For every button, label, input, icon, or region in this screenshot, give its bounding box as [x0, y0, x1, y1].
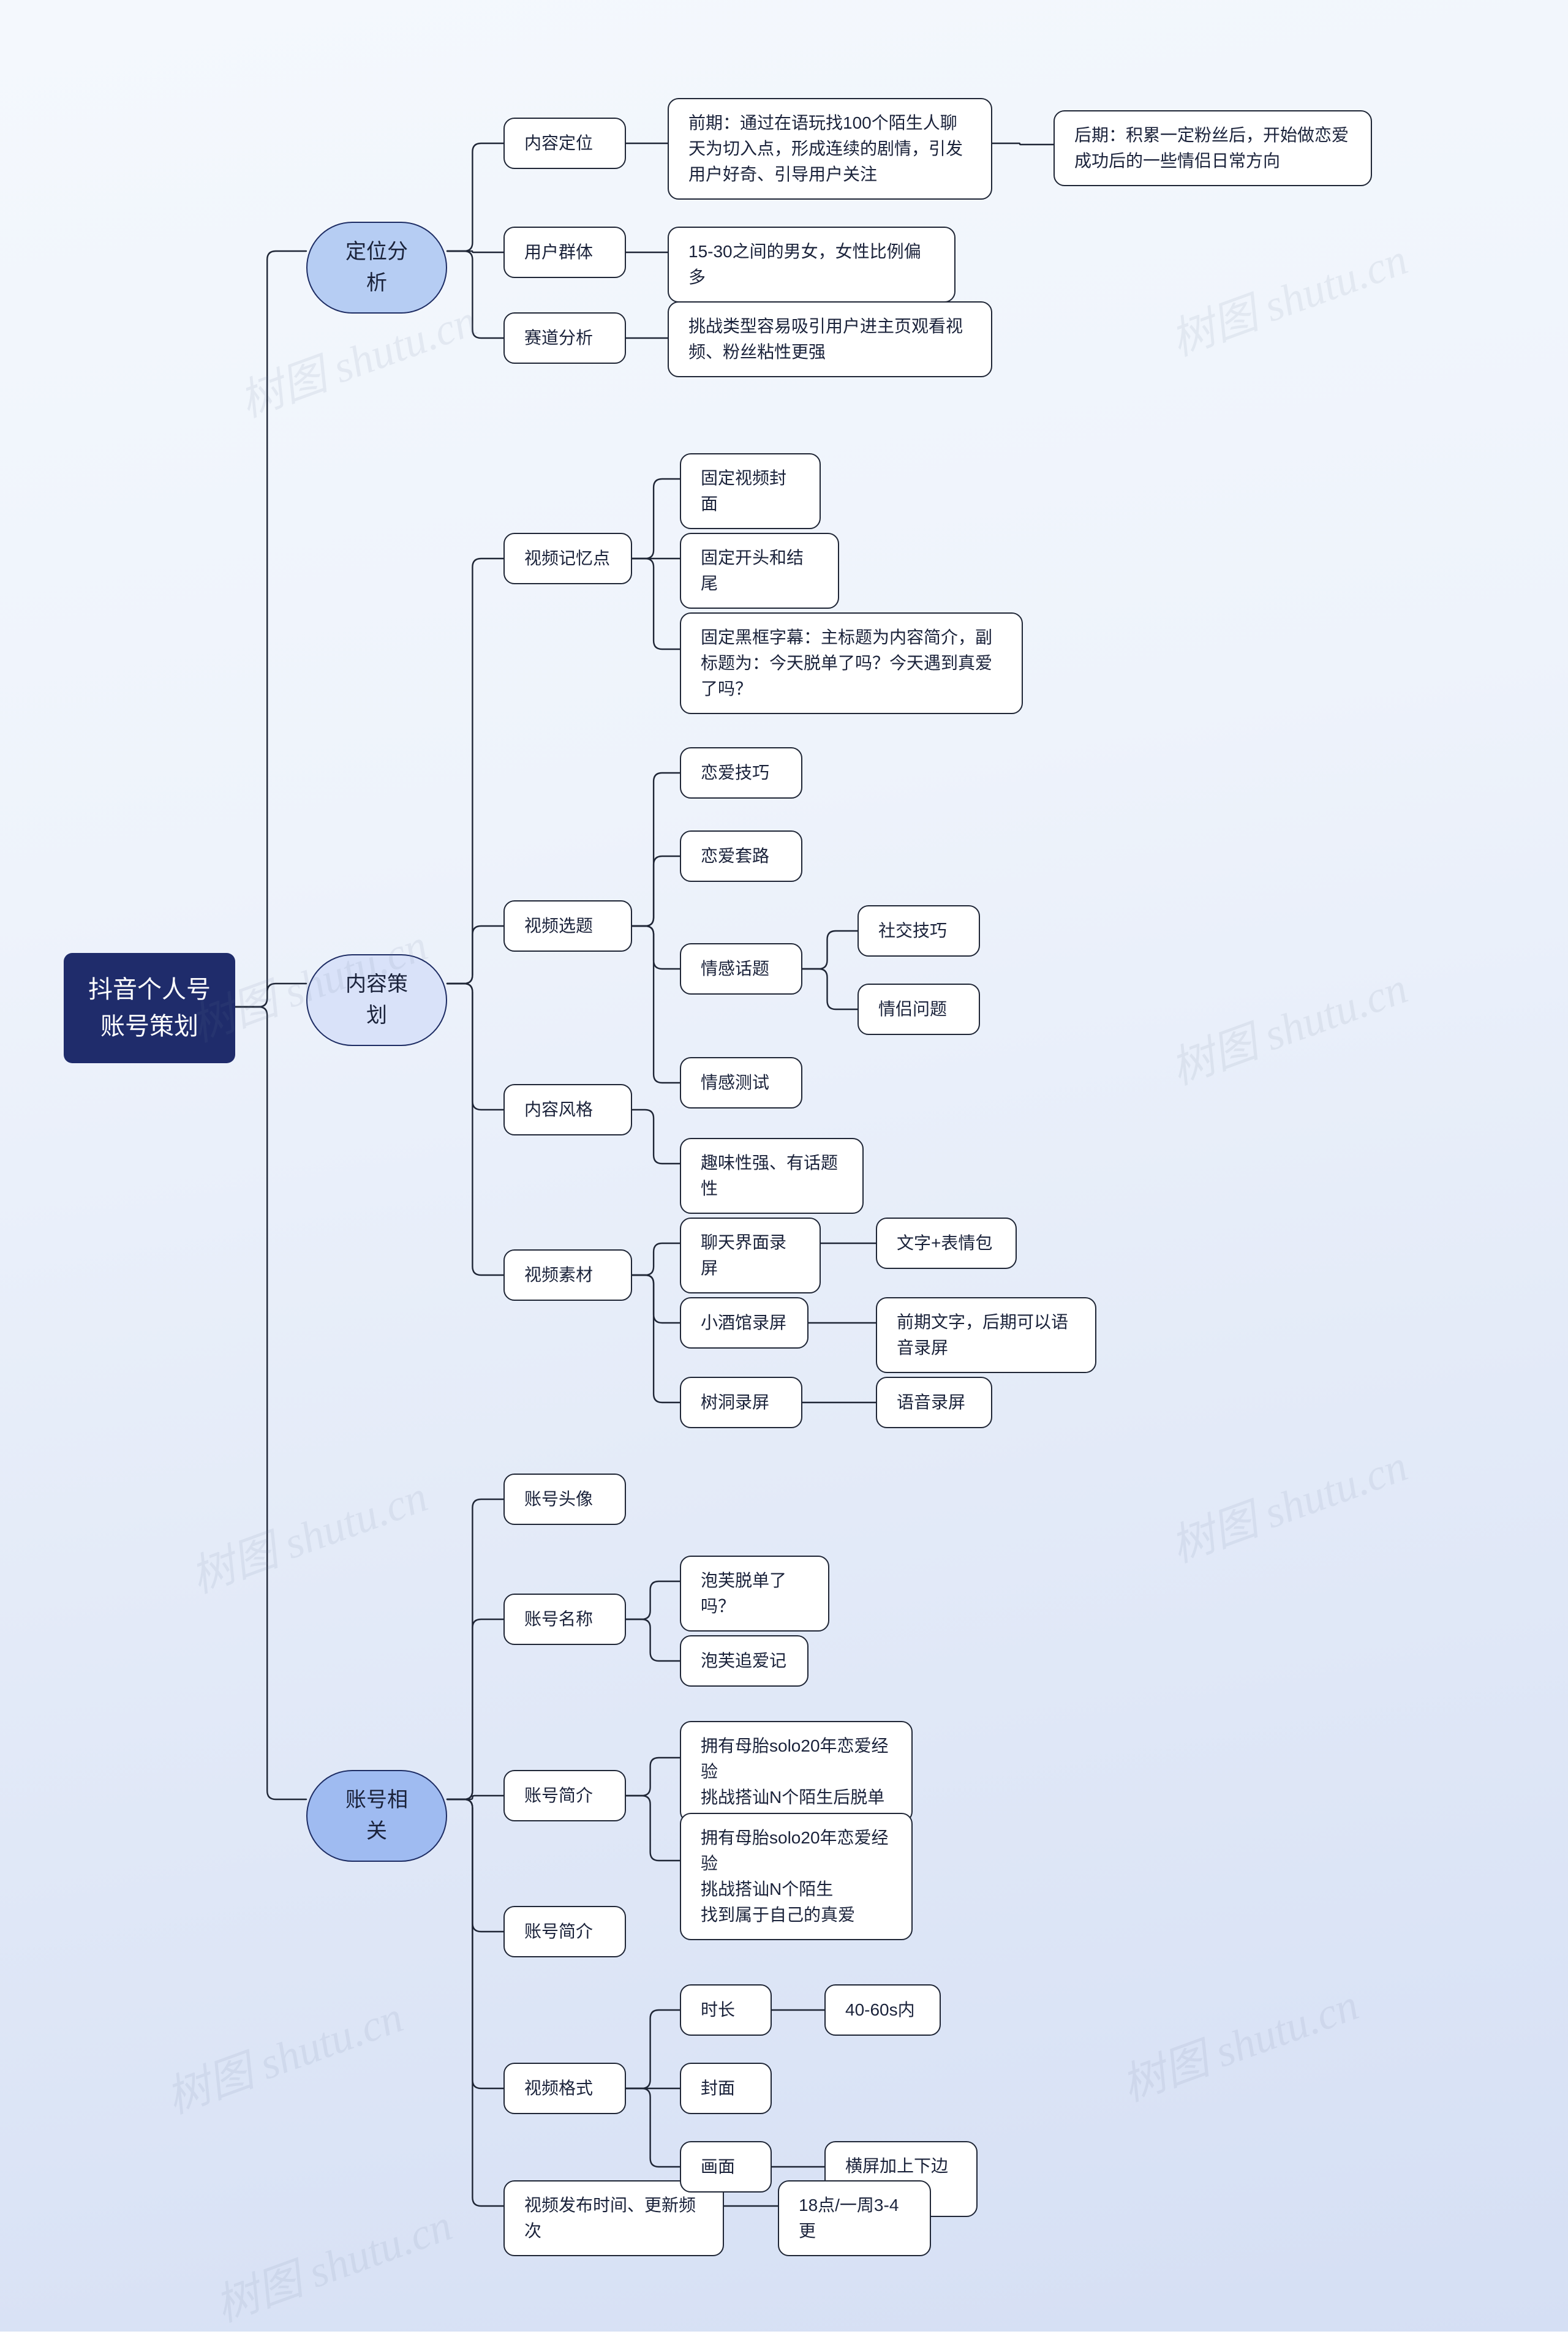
node-b2d2[interactable]: 小酒馆录屏	[680, 1297, 809, 1349]
node-b2d3a[interactable]: 语音录屏	[876, 1377, 992, 1428]
node-b3c[interactable]: 账号简介	[503, 1770, 626, 1821]
node-b2b3[interactable]: 情感话题	[680, 943, 802, 995]
node-b2a[interactable]: 视频记忆点	[503, 533, 632, 584]
node-b1c1[interactable]: 挑战类型容易吸引用户进主页观看视频、粉丝粘性更强	[668, 301, 992, 377]
node-b3[interactable]: 账号相关	[306, 1770, 447, 1862]
node-b2d[interactable]: 视频素材	[503, 1249, 632, 1301]
node-b3b1[interactable]: 泡芙脱单了吗？	[680, 1556, 829, 1632]
node-b2b3b[interactable]: 情侣问题	[858, 984, 980, 1035]
node-b2d2a[interactable]: 前期文字，后期可以语音录屏	[876, 1297, 1096, 1373]
node-b3e1a[interactable]: 40-60s内	[824, 1984, 941, 2036]
node-b3e3[interactable]: 画面	[680, 2141, 772, 2193]
node-b2a2[interactable]: 固定开头和结尾	[680, 533, 839, 609]
node-b1b1[interactable]: 15-30之间的男女，女性比例偏多	[668, 227, 956, 303]
node-b3d[interactable]: 账号简介	[503, 1906, 626, 1957]
node-b2b[interactable]: 视频选题	[503, 900, 632, 952]
node-b1a[interactable]: 内容定位	[503, 118, 626, 169]
node-b2d1[interactable]: 聊天界面录屏	[680, 1218, 821, 1293]
node-b1b[interactable]: 用户群体	[503, 227, 626, 278]
node-b3e[interactable]: 视频格式	[503, 2063, 626, 2114]
node-b2b4[interactable]: 情感测试	[680, 1057, 802, 1109]
node-b1c[interactable]: 赛道分析	[503, 312, 626, 364]
node-b2b2[interactable]: 恋爱套路	[680, 830, 802, 882]
node-b2b3a[interactable]: 社交技巧	[858, 905, 980, 957]
node-b1a2[interactable]: 后期：积累一定粉丝后，开始做恋爱成功后的一些情侣日常方向	[1054, 110, 1372, 186]
node-b3a[interactable]: 账号头像	[503, 1474, 626, 1525]
node-b3b[interactable]: 账号名称	[503, 1594, 626, 1645]
node-b3f1[interactable]: 18点/一周3-4更	[778, 2180, 931, 2256]
mindmap-canvas: 抖音个人号 账号策划 定位分析内容策划账号相关 内容定位用户群体赛道分析 前期：通过在…	[0, 0, 1568, 2332]
node-b2a3[interactable]: 固定黑框字幕：主标题为内容简介，副标题为：今天脱单了吗？今天遇到真爱了吗？	[680, 612, 1023, 714]
node-b2c1[interactable]: 趣味性强、有话题性	[680, 1138, 864, 1214]
node-b1[interactable]: 定位分析	[306, 222, 447, 314]
node-b3e2[interactable]: 封面	[680, 2063, 772, 2114]
node-b2b1[interactable]: 恋爱技巧	[680, 747, 802, 799]
node-root[interactable]: 抖音个人号 账号策划	[64, 953, 235, 1063]
node-b2d3[interactable]: 树洞录屏	[680, 1377, 802, 1428]
node-b3e1[interactable]: 时长	[680, 1984, 772, 2036]
node-b2d1a[interactable]: 文字+表情包	[876, 1218, 1017, 1269]
node-b2c[interactable]: 内容风格	[503, 1084, 632, 1135]
node-b2[interactable]: 内容策划	[306, 954, 447, 1046]
node-b3c1[interactable]: 拥有母胎solo20年恋爱经验 挑战搭讪N个陌生后脱单	[680, 1721, 913, 1823]
node-b2a1[interactable]: 固定视频封面	[680, 453, 821, 529]
node-b3b2[interactable]: 泡芙追爱记	[680, 1635, 809, 1687]
node-b1a1[interactable]: 前期：通过在语玩找100个陌生人聊天为切入点，形成连续的剧情，引发用户好奇、引导…	[668, 98, 992, 200]
node-b3c2[interactable]: 拥有母胎solo20年恋爱经验 挑战搭讪N个陌生 找到属于自己的真爱	[680, 1813, 913, 1940]
